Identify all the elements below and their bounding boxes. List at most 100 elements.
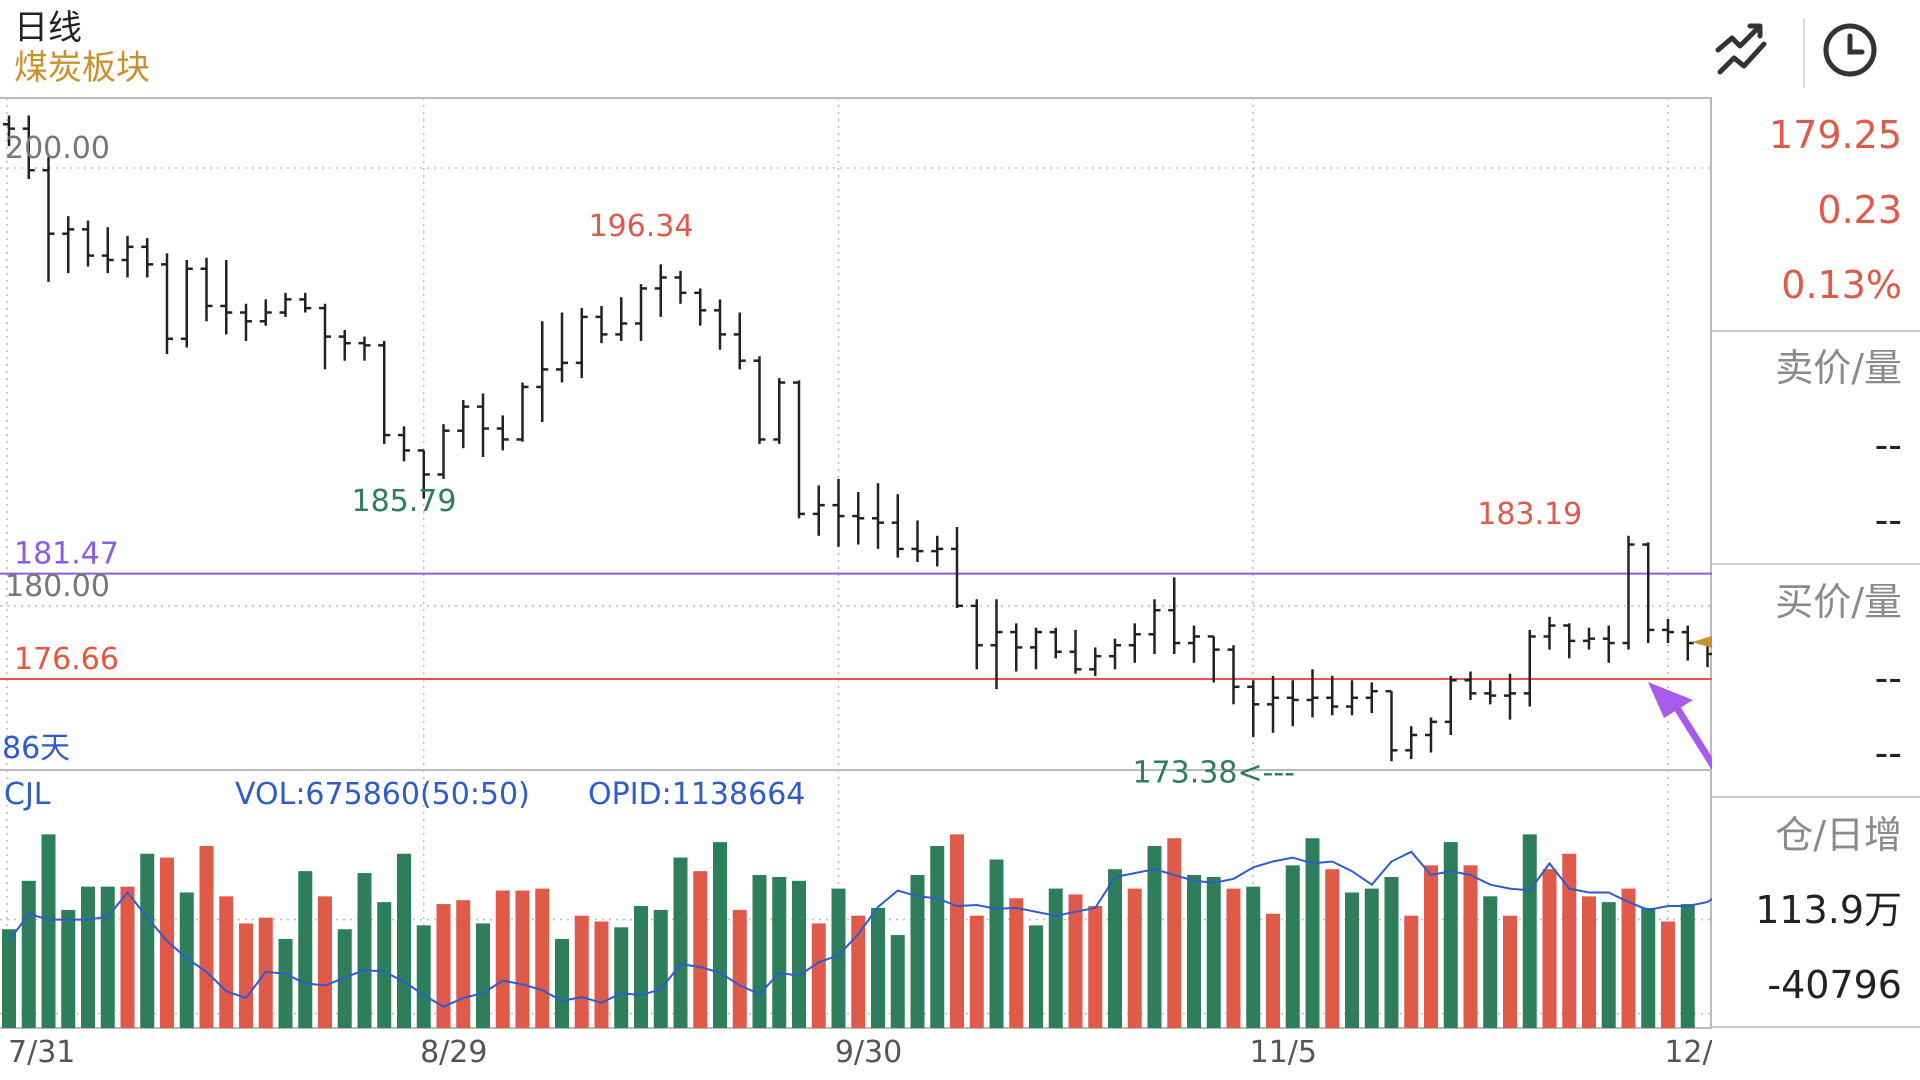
- trend-lines-icon[interactable]: [1710, 14, 1782, 86]
- ohlc-bar: [437, 424, 450, 479]
- ohlc-bar: [1583, 627, 1595, 650]
- volume-bar: [693, 871, 708, 1028]
- ohlc-bar: [180, 259, 193, 348]
- volume-bar: [61, 909, 76, 1028]
- ohlc-bar: [1089, 647, 1102, 676]
- volume-bar: [1325, 869, 1340, 1028]
- ohlc-bar: [338, 330, 351, 361]
- ohlc-bar: [259, 299, 272, 326]
- ohlc-bar: [674, 270, 687, 304]
- volume-bar: [1187, 875, 1201, 1028]
- x-tick-label: 12/4: [1664, 1035, 1712, 1070]
- volume-bar: [634, 906, 648, 1028]
- volume-bar: [1285, 865, 1300, 1028]
- ohlc-bar: [398, 426, 410, 462]
- volume-bar: [1680, 904, 1695, 1028]
- ohlc-bar: [911, 520, 924, 563]
- ohlc-bar: [279, 292, 292, 317]
- x-tick-label: 8/29: [420, 1035, 487, 1070]
- volume-bar: [831, 888, 846, 1028]
- buy-price: --: [1874, 656, 1902, 700]
- ohlc-bar: [1484, 680, 1497, 705]
- ohlc-bar: [832, 478, 845, 547]
- volume-bar: [1345, 892, 1359, 1028]
- panel-divider: [1712, 563, 1920, 565]
- volume-bar: [456, 900, 471, 1028]
- volume-bar: [1641, 907, 1656, 1028]
- sell-price: --: [1874, 423, 1902, 467]
- x-tick-label: 7/31: [8, 1035, 75, 1070]
- ohlc-bar: [1563, 623, 1576, 659]
- ohlc-bar: [1267, 675, 1279, 733]
- volume-bar: [1305, 838, 1320, 1028]
- volume-bar: [21, 880, 36, 1028]
- toolbar-divider: [1803, 18, 1805, 88]
- ohlc-bar: [635, 284, 647, 341]
- ohlc-bar: [220, 259, 233, 335]
- ohlc-bar: [1681, 625, 1694, 661]
- volume-panel-label: OPID:1138664: [588, 777, 805, 812]
- reference-lines: [0, 572, 1712, 680]
- volume-bars: [2, 834, 1695, 1028]
- ohlc-bar: [82, 220, 94, 267]
- volume-bar: [416, 925, 431, 1028]
- ohlc-bar: [42, 157, 55, 282]
- volume-bar: [278, 938, 293, 1028]
- volume-bar: [1226, 888, 1241, 1028]
- ohlc-bar: [1049, 627, 1062, 659]
- volume-bar: [239, 923, 253, 1028]
- ohlc-bar: [615, 297, 628, 341]
- ohlc-bar: [1030, 627, 1042, 670]
- ohlc-bar: [141, 238, 154, 278]
- ohlc-bar: [812, 485, 825, 536]
- clock-icon[interactable]: [1814, 14, 1886, 86]
- volume-bar: [1384, 876, 1399, 1028]
- volume-bar: [574, 915, 589, 1028]
- ohlc-bar: [536, 321, 549, 422]
- ohlc-bar: [1444, 675, 1457, 735]
- ohlc-bar: [1247, 680, 1260, 738]
- ohlc-bar: [1504, 673, 1516, 720]
- ohlc-bar: [1069, 629, 1082, 674]
- ohlc-bar: [1109, 638, 1121, 670]
- volume-bar: [199, 845, 214, 1028]
- ohlc-bar: [891, 494, 904, 558]
- volume-bar: [1206, 876, 1221, 1028]
- panel-divider: [1712, 796, 1920, 798]
- ohlc-bar: [1662, 618, 1674, 644]
- sell-label: 卖价/量: [1775, 346, 1902, 390]
- period-label[interactable]: 日线: [14, 8, 82, 48]
- price-axis-label: 200.00: [5, 131, 110, 166]
- volume-bar: [1542, 869, 1557, 1028]
- ohlc-bar: [1385, 689, 1398, 762]
- volume-bar: [120, 886, 135, 1028]
- ohlc-bar: [101, 227, 114, 274]
- volume-bar: [1404, 915, 1419, 1028]
- volume-bar: [41, 834, 56, 1028]
- ohlc-bar: [872, 483, 884, 549]
- volume-bar: [910, 875, 925, 1028]
- reference-line-label: 176.66: [14, 642, 119, 677]
- volume-bar: [594, 921, 609, 1028]
- volume-panel-label: CJL: [4, 777, 51, 812]
- ohlc-bar: [714, 299, 726, 350]
- ohlc-bar: [654, 264, 667, 317]
- price-change: 0.23: [1817, 188, 1902, 232]
- volume-bar: [792, 880, 806, 1028]
- ohlc-bar: [496, 415, 509, 451]
- ohlc-bar: [1286, 680, 1299, 727]
- ohlc-bar: [62, 216, 75, 274]
- volume-panel-label: VOL:675860(50:50): [235, 777, 530, 812]
- ohlc-bar: [121, 235, 134, 278]
- volume-bar: [515, 890, 530, 1028]
- volume-bar: [219, 896, 234, 1028]
- ohlc-bar: [1306, 669, 1319, 718]
- volume-bar: [772, 876, 787, 1028]
- x-tick-label: 11/5: [1250, 1035, 1317, 1070]
- sell-volume: --: [1874, 498, 1902, 542]
- ohlc-bar: [1405, 726, 1418, 760]
- ohlc-bar: [1168, 577, 1181, 654]
- ohlc-bar: [1188, 625, 1200, 663]
- price-annotation: 173.38<---: [1132, 756, 1295, 791]
